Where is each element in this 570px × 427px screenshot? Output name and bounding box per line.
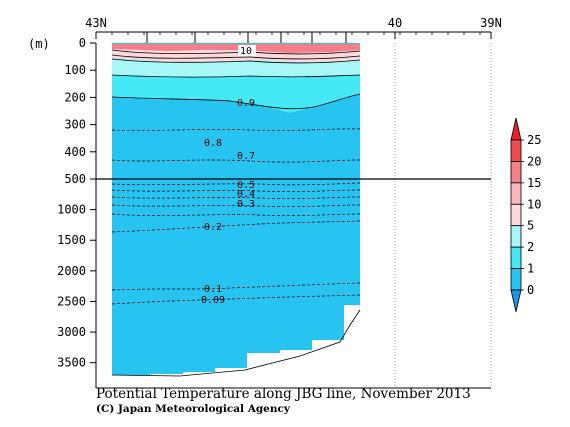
bottom-topography (111, 309, 361, 377)
colorbar-label: 10 (527, 197, 541, 211)
contour-lower-g (111, 282, 361, 291)
colorbar-label: 25 (527, 133, 541, 147)
contour-upper-f (111, 128, 361, 131)
station-ticks (146, 32, 347, 43)
contour-upper-d (111, 74, 361, 78)
y-ticks: 0 100 200 300 400 500 1000 1500 2000 2500 3000 3500 (57, 36, 96, 370)
lower-section (111, 179, 361, 377)
contour-label-0.1: 0.1 (204, 284, 222, 295)
colorbar-segment (510, 225, 522, 248)
contour-labels: 10 0.9 0.8 0.7 0.5 0.4 0.3 0.2 0.1 0.09 (201, 45, 256, 306)
y-tick-label: 0 (79, 36, 86, 50)
colorbar-label: 2 (527, 240, 534, 254)
contour-label-0.2: 0.2 (204, 222, 222, 233)
contour-lower-e (111, 213, 361, 217)
y-tick-label: 500 (64, 172, 86, 186)
contour-label-0.3: 0.3 (237, 199, 255, 210)
colorbar-segment (510, 246, 522, 269)
contour-lower-h (111, 294, 361, 305)
x-ticks: 43N 40 39N (85, 16, 502, 39)
colorbar-segment (510, 161, 522, 184)
contour-upper-c (111, 58, 361, 64)
x-tick-label: 43N (85, 16, 107, 30)
caption: Potential Temperature along JBG line, No… (96, 386, 556, 416)
y-tick-label: 2000 (57, 264, 86, 278)
contour-label-0.4: 0.4 (237, 189, 255, 200)
contour-label-10: 10 (240, 46, 252, 57)
contour-upper-e (111, 93, 361, 110)
y-tick-label: 1000 (57, 203, 86, 217)
y-tick-label: 400 (64, 145, 86, 159)
y-tick-label: 2500 (57, 294, 86, 308)
contour-lower-f (111, 220, 361, 233)
contour-label-0.7: 0.7 (237, 151, 255, 162)
y-tick-label: 100 (64, 63, 86, 77)
colorbar-label: 0 (527, 283, 534, 297)
colorbar-label: 1 (527, 262, 534, 276)
colorbar-segment (510, 139, 522, 162)
lower-section-fill (112, 179, 360, 375)
colorbar-bottom-triangle (510, 289, 522, 313)
y-axis-label: (m) (28, 37, 50, 51)
colorbar-label: 15 (527, 176, 541, 190)
colorbar-segment (510, 268, 522, 291)
y-tick-label: 1500 (57, 233, 86, 247)
x-tick-label: 39N (480, 16, 502, 30)
upper-section (111, 43, 361, 179)
layer-1-2-fill (112, 75, 360, 113)
contour-lower-d (111, 204, 361, 208)
layer-10-15-fill (112, 44, 360, 53)
y-tick-label: 3000 (57, 325, 86, 339)
colorbar-segment (510, 182, 522, 205)
y-tick-label: 3500 (57, 356, 86, 370)
colorbar-top-triangle (510, 117, 522, 141)
colorbar-label: 5 (527, 219, 534, 233)
contour-label-0.9: 0.9 (237, 98, 255, 109)
contour-label-0.09: 0.09 (201, 295, 225, 306)
latitude-grid (394, 43, 492, 388)
contour-lower-a (111, 182, 361, 186)
y-tick-label: 300 (64, 118, 86, 132)
chart-title: Potential Temperature along JBG line, No… (96, 386, 471, 402)
contour-label-box (238, 45, 256, 56)
x-tick-label: 40 (388, 16, 402, 30)
chart-credit: (C) Japan Meteorological Agency (96, 403, 290, 415)
colorbar-segment (510, 203, 522, 227)
colorbar-label: 20 (527, 154, 541, 168)
contour-label-0.5: 0.5 (237, 180, 255, 191)
contour-lower-c (111, 196, 361, 200)
contour-lower-b (111, 189, 361, 193)
contour-upper-b (111, 54, 361, 60)
contour-upper-g (111, 159, 361, 163)
y-tick-label: 200 (64, 90, 86, 104)
contour-label-0.8: 0.8 (204, 138, 222, 149)
plot-frame (95, 31, 491, 389)
